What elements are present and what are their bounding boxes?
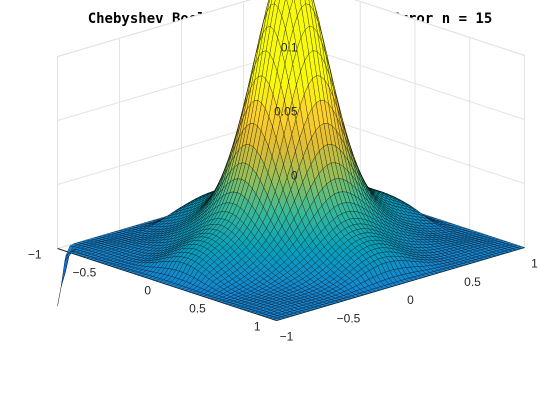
y-tick-label: −0.5 [337, 311, 361, 325]
y-tick-label: 0.5 [464, 275, 481, 289]
z-tick-label: 0.05 [274, 105, 298, 119]
surface-mesh [57, 0, 526, 321]
z-tick-label: 0.1 [281, 41, 298, 55]
surface-patch [57, 272, 66, 307]
x-tick-label: 1 [254, 320, 261, 334]
x-tick-label: 0 [144, 284, 151, 298]
surface-patch [272, 317, 282, 321]
grid-line-z [57, 0, 525, 57]
x-tick-label: −0.5 [73, 266, 97, 280]
x-tick-label: 0.5 [189, 302, 206, 316]
z-tick-label: 0 [291, 169, 298, 183]
x-tick-label: −1 [28, 248, 42, 262]
y-tick-label: 1 [531, 257, 538, 271]
y-tick-label: 0 [407, 293, 414, 307]
y-tick-label: −1 [280, 330, 294, 344]
